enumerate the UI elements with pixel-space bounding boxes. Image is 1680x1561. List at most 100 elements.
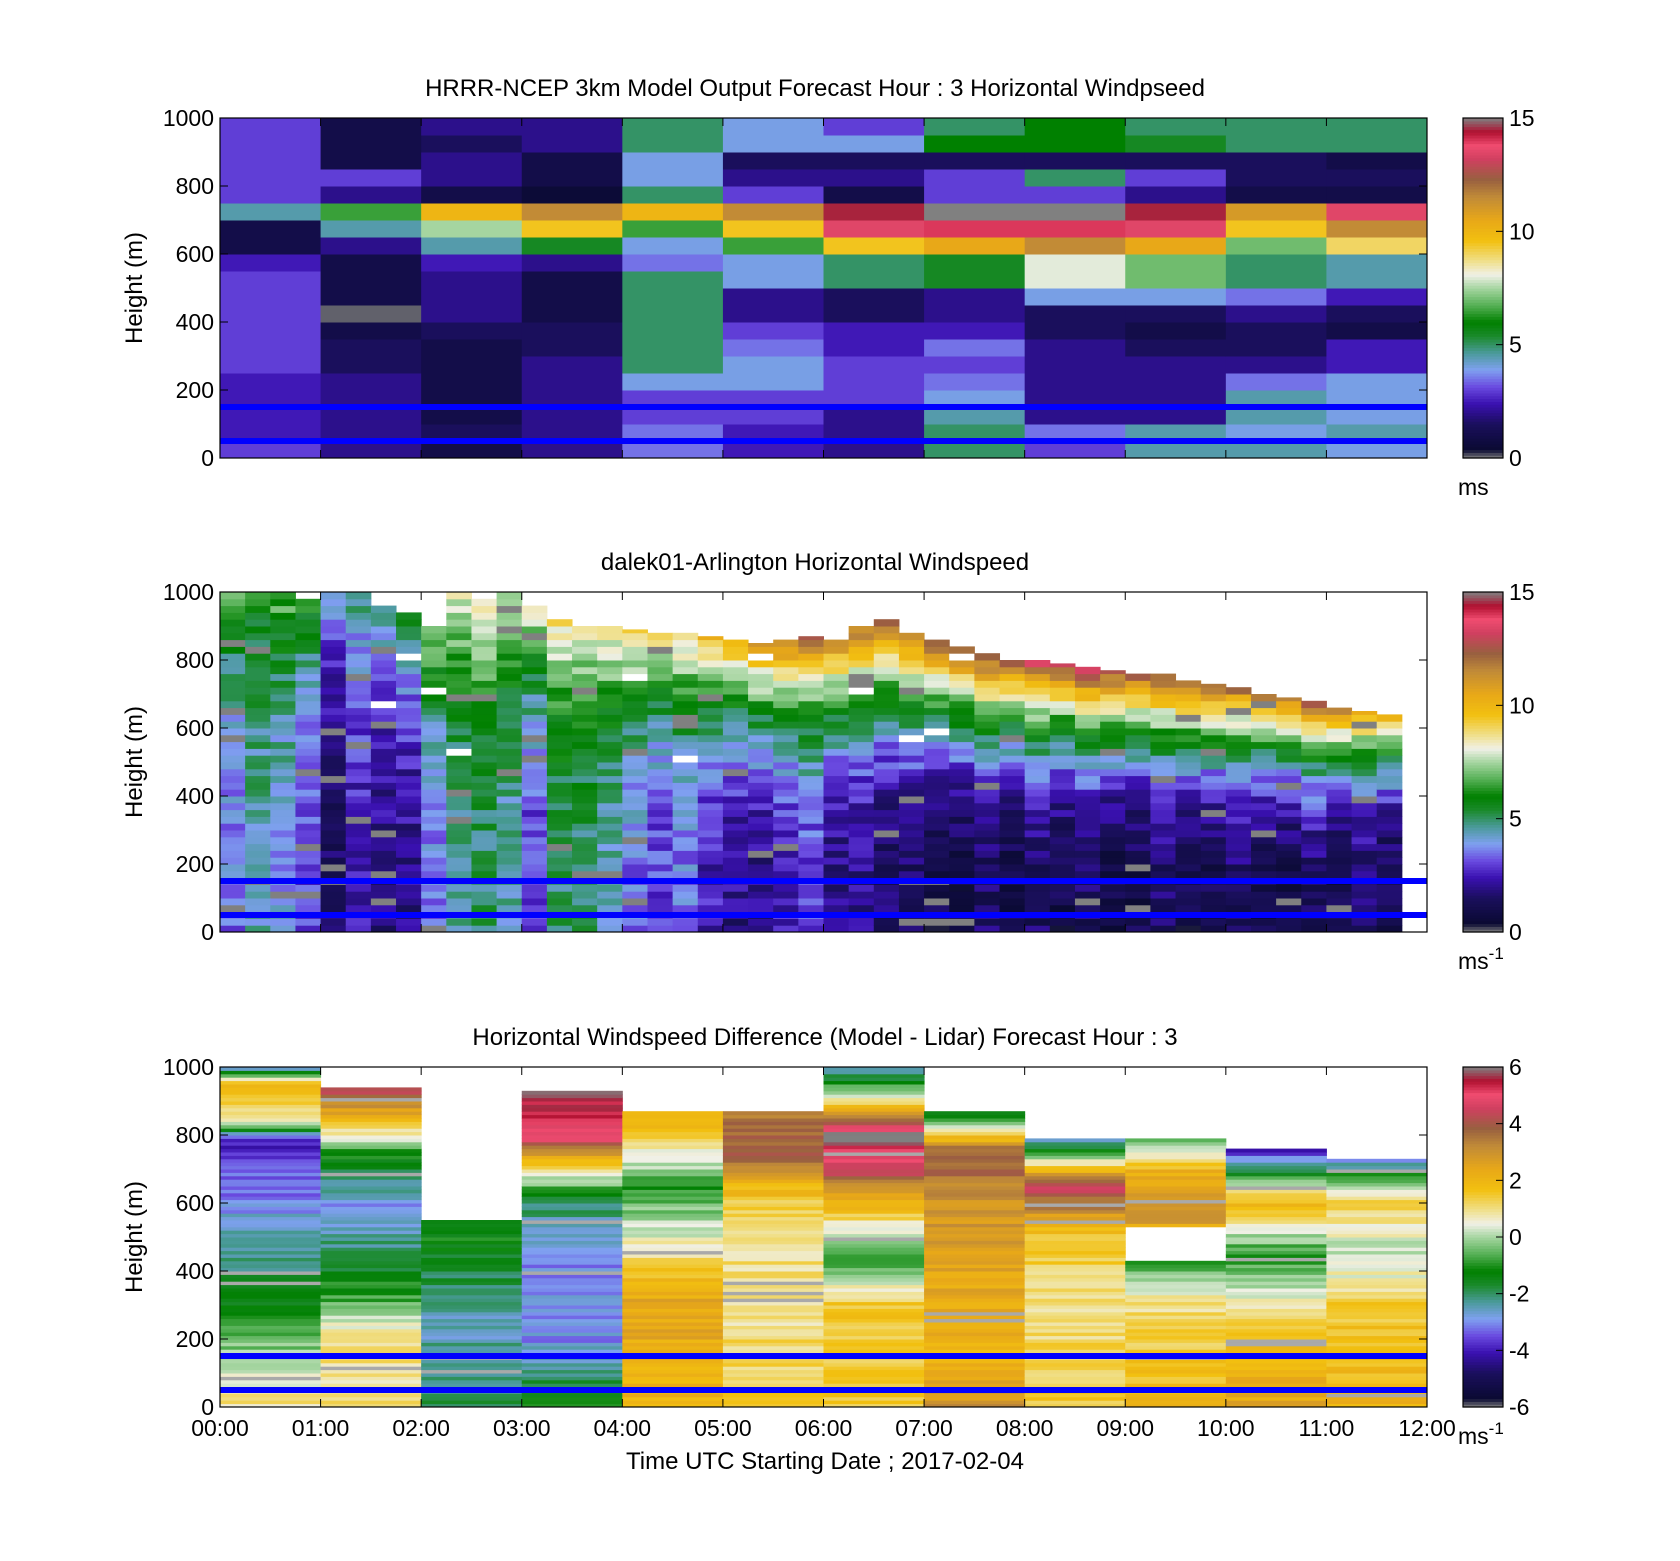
- heatmap-cell: [396, 721, 422, 729]
- heatmap-cell: [974, 721, 1001, 729]
- heatmap-cell: [1125, 1359, 1227, 1364]
- heatmap-cell: [245, 632, 271, 641]
- heatmap-cell: [1125, 1342, 1227, 1347]
- heatmap-cell: [722, 1230, 824, 1235]
- heatmap-cell: [370, 925, 397, 933]
- colorbar-segment: [1463, 307, 1503, 312]
- heatmap-cell: [521, 632, 548, 641]
- heatmap-cell: [220, 1145, 322, 1150]
- heatmap-cell: [949, 755, 975, 763]
- heatmap-cell: [722, 680, 749, 688]
- heatmap-cell: [1024, 925, 1051, 933]
- heatmap-cell: [1225, 1243, 1327, 1248]
- heatmap-cell: [1276, 864, 1302, 872]
- heatmap-cell: [1250, 700, 1277, 709]
- heatmap-cell: [924, 816, 950, 824]
- heatmap-cell: [521, 639, 548, 647]
- heatmap-cell: [697, 904, 724, 913]
- heatmap-cell: [823, 1226, 925, 1231]
- heatmap-cell: [521, 884, 548, 892]
- heatmap-cell: [1125, 673, 1151, 681]
- colorbar-segment: [1463, 1157, 1503, 1162]
- heatmap-cell: [1225, 823, 1252, 831]
- colorbar-segment: [1463, 654, 1503, 658]
- colorbar-segment: [1463, 733, 1503, 738]
- heatmap-cell: [1326, 1237, 1428, 1241]
- colorbar-segment: [1463, 660, 1503, 664]
- heatmap-cell: [521, 721, 548, 729]
- colorbar-segment: [1463, 793, 1503, 797]
- heatmap-cell: [1351, 836, 1378, 845]
- heatmap-cell: [421, 1362, 523, 1367]
- heatmap-cell: [1074, 694, 1101, 702]
- heatmap-cell: [924, 1121, 1026, 1126]
- heatmap-cell: [1326, 1240, 1428, 1245]
- heatmap-cell: [572, 660, 598, 668]
- heatmap-cell: [898, 925, 925, 933]
- heatmap-cell: [572, 884, 598, 892]
- heatmap-cell: [722, 666, 749, 675]
- heatmap-cell: [421, 288, 523, 306]
- heatmap-cell: [748, 816, 774, 824]
- heatmap-cell: [873, 870, 900, 879]
- heatmap-cell: [370, 646, 397, 654]
- heatmap-cell: [320, 714, 347, 722]
- heatmap-cell: [1200, 755, 1227, 763]
- heatmap-cell: [1125, 1213, 1227, 1218]
- heatmap-cell: [697, 782, 724, 790]
- heatmap-cell: [722, 1240, 824, 1245]
- heatmap-cell: [1125, 1203, 1227, 1207]
- heatmap-cell: [1125, 118, 1227, 136]
- heatmap-cell: [1326, 925, 1353, 933]
- colorbar-segment: [1463, 254, 1503, 258]
- heatmap-cell: [924, 864, 950, 872]
- heatmap-cell: [1100, 762, 1126, 770]
- heatmap-cell: [622, 1237, 724, 1241]
- heatmap-cell: [1301, 707, 1327, 715]
- heatmap-cell: [722, 741, 749, 749]
- colorbar-segment: [1463, 810, 1503, 814]
- heatmap-cell: [1376, 714, 1403, 722]
- heatmap-cell: [697, 639, 724, 647]
- heatmap-cell: [421, 1383, 523, 1388]
- heatmap-cell: [823, 1101, 925, 1105]
- heatmap-cell: [320, 680, 347, 688]
- heatmap-cell: [521, 1209, 623, 1214]
- heatmap-cell: [1250, 816, 1277, 824]
- heatmap-cell: [848, 694, 875, 702]
- heatmap-cell: [1049, 663, 1076, 668]
- heatmap-cell: [622, 857, 648, 865]
- heatmap-cell: [622, 1359, 724, 1364]
- heatmap-cell: [873, 830, 900, 838]
- colorbar-segment: [1463, 1381, 1503, 1385]
- heatmap-cell: [446, 653, 472, 661]
- heatmap-cell: [1301, 843, 1327, 851]
- heatmap-cell: [1225, 1257, 1327, 1262]
- heatmap-cell: [722, 1179, 824, 1184]
- heatmap-cell: [421, 1311, 523, 1316]
- heatmap-cell: [496, 741, 523, 749]
- heatmap-cell: [647, 768, 674, 777]
- heatmap-cell: [1024, 830, 1051, 838]
- heatmap-cell: [949, 646, 975, 654]
- heatmap-cell: [245, 646, 271, 654]
- heatmap-cell: [220, 1141, 322, 1146]
- heatmap-cell: [1326, 823, 1353, 831]
- y-tick-label: 1000: [163, 1054, 214, 1080]
- heatmap-cell: [924, 809, 950, 817]
- heatmap-cell: [446, 857, 472, 865]
- heatmap-cell: [1326, 1175, 1428, 1180]
- heatmap-cell: [1326, 1179, 1428, 1184]
- heatmap-cell: [622, 1342, 724, 1347]
- heatmap-cell: [1024, 1366, 1126, 1371]
- heatmap-cell: [924, 1366, 1026, 1371]
- heatmap-cell: [320, 796, 347, 804]
- heatmap-cell: [320, 1179, 422, 1184]
- heatmap-cell: [722, 1203, 824, 1207]
- heatmap-cell: [270, 673, 296, 681]
- heatmap-cell: [1024, 1315, 1126, 1320]
- heatmap-cell: [1301, 721, 1327, 729]
- heatmap-cell: [622, 1260, 724, 1265]
- heatmap-cell: [597, 768, 623, 777]
